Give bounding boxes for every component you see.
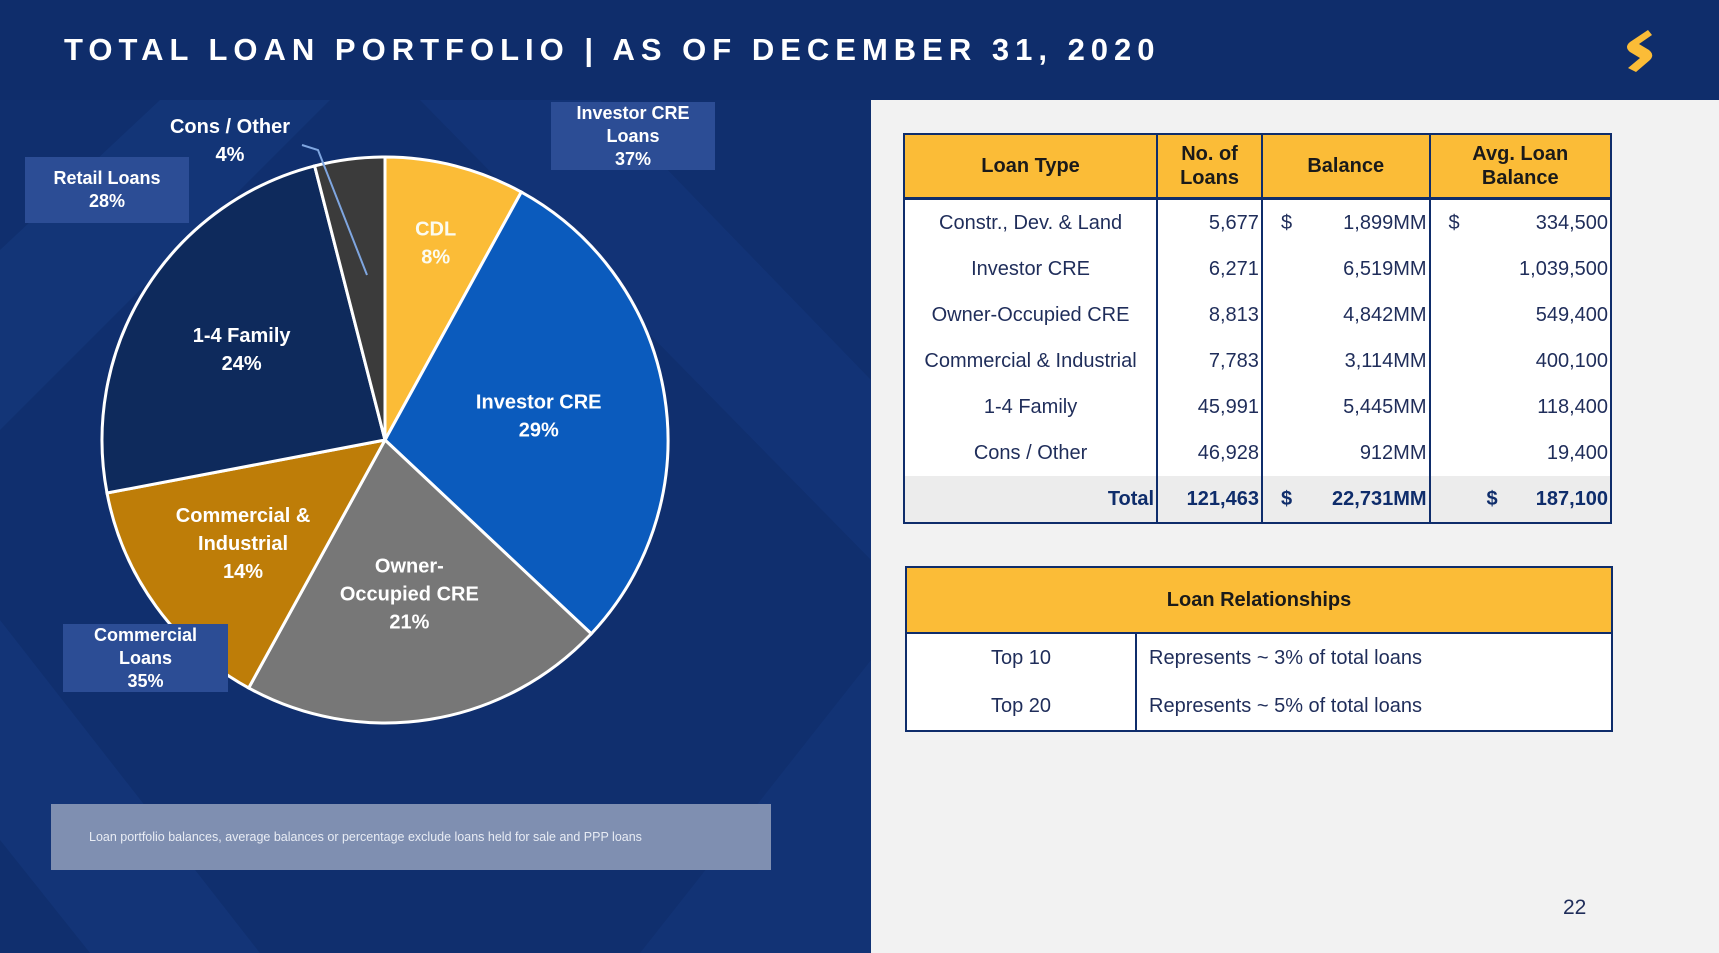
relationship-label: Top 20 bbox=[906, 682, 1137, 731]
table-row: Top 20 Represents ~ 5% of total loans bbox=[906, 682, 1612, 731]
loan-relationships-table: Loan Relationships Top 10 Represents ~ 3… bbox=[905, 566, 1613, 732]
avg-balance-value: 334,500 bbox=[1535, 211, 1608, 234]
total-label: Total bbox=[904, 476, 1159, 523]
currency-symbol: $ bbox=[1280, 211, 1293, 234]
header-avg-loan-balance: Avg. Loan Balance bbox=[1428, 133, 1613, 200]
relationships-title: Loan Relationships bbox=[906, 567, 1612, 634]
pie-label-owner-occupied-cre: 21% bbox=[389, 612, 429, 634]
loan-count-cell: 6,271 bbox=[1156, 246, 1263, 292]
avg-balance-cell: 549,400 bbox=[1428, 292, 1613, 338]
page-number: 22 bbox=[1563, 896, 1587, 919]
currency-symbol: $ bbox=[1280, 487, 1293, 510]
header-balance: Balance bbox=[1260, 133, 1431, 200]
loan-type-cell: Owner-Occupied CRE bbox=[902, 292, 1159, 338]
balance-cell: 5,445MM bbox=[1260, 384, 1431, 430]
table-row: Top 10 Represents ~ 3% of total loans bbox=[906, 633, 1612, 682]
pie-label-cons-other: Cons / Other bbox=[170, 116, 290, 138]
loan-type-cell: Cons / Other bbox=[902, 430, 1159, 476]
relationship-label: Top 10 bbox=[906, 633, 1137, 682]
pie-label-one-four-family: 1-4 Family bbox=[193, 325, 292, 347]
loan-type-cell: Constr., Dev. & Land bbox=[902, 198, 1159, 246]
total-avg-cell: $187,100 bbox=[1428, 476, 1613, 523]
header-no-of-loans: No. of Loans bbox=[1156, 133, 1263, 200]
avg-balance-cell: $334,500 bbox=[1428, 198, 1613, 246]
pie-label-investor-cre: 29% bbox=[519, 420, 559, 442]
footnote: Loan portfolio balances, average balance… bbox=[51, 804, 771, 870]
investor-cre-loans-pct: 37% bbox=[614, 148, 652, 169]
loan-count-cell: 45,991 bbox=[1156, 384, 1263, 430]
table-row: Investor CRE 6,271 6,519MM 1,039,500 bbox=[902, 246, 1613, 292]
leader-line bbox=[301, 144, 368, 276]
retail-loans-callout: Retail Loans 28% bbox=[25, 157, 189, 223]
table-total-row: Total 121,463 $22,731MM $187,100 bbox=[904, 476, 1613, 523]
pie-label-commercial-industrial: Industrial bbox=[198, 533, 288, 555]
pie-label-commercial-industrial: Commercial & bbox=[176, 505, 311, 527]
pie-slice-investor-cre bbox=[383, 189, 670, 636]
avg-balance-cell: 118,400 bbox=[1428, 384, 1613, 430]
balance-value: 1,899MM bbox=[1343, 211, 1427, 234]
loan-type-cell: Investor CRE bbox=[902, 246, 1159, 292]
pie-slice-cons-other bbox=[312, 155, 387, 441]
commercial-loans-label: Commercial bbox=[93, 624, 198, 645]
retail-loans-label: Retail Loans bbox=[53, 168, 161, 188]
total-balance: 22,731MM bbox=[1332, 487, 1427, 510]
pie-label-investor-cre: Investor CRE bbox=[476, 392, 602, 414]
pie-label-cdl: CDL bbox=[415, 219, 456, 241]
loan-count-cell: 5,677 bbox=[1156, 198, 1263, 246]
commercial-loans-pct: 35% bbox=[127, 670, 164, 691]
loan-type-cell: 1-4 Family bbox=[902, 384, 1159, 430]
avg-balance-cell: 1,039,500 bbox=[1428, 246, 1613, 292]
balance-cell: 3,114MM bbox=[1260, 338, 1431, 384]
table-row: Cons / Other 46,928 912MM 19,400 bbox=[902, 430, 1613, 476]
loan-portfolio-table: Loan Type No. of Loans Balance Avg. Loan… bbox=[902, 133, 1613, 524]
pie-label-cdl: 8% bbox=[421, 247, 450, 269]
table-row: Constr., Dev. & Land 5,677 $1,899MM $334… bbox=[902, 198, 1613, 246]
table-row: Owner-Occupied CRE 8,813 4,842MM 549,400 bbox=[902, 292, 1613, 338]
relationship-value: Represents ~ 3% of total loans bbox=[1136, 633, 1612, 682]
table-header-row: Loan Type No. of Loans Balance Avg. Loan… bbox=[902, 133, 1613, 200]
retail-loans-pct: 28% bbox=[88, 191, 126, 211]
loan-count-cell: 8,813 bbox=[1156, 292, 1263, 338]
pie-slice-owner-occupied-cre bbox=[246, 437, 594, 725]
investor-cre-loans-label: Investor CRE bbox=[576, 102, 690, 123]
total-avg: 187,100 bbox=[1535, 487, 1608, 510]
loan-count-cell: 46,928 bbox=[1156, 430, 1263, 476]
page-title: TOTAL LOAN PORTFOLIO | AS OF DECEMBER 31… bbox=[64, 32, 1161, 67]
balance-cell: $1,899MM bbox=[1260, 198, 1431, 246]
pie-label-one-four-family: 24% bbox=[222, 353, 262, 375]
balance-cell: 4,842MM bbox=[1260, 292, 1431, 338]
total-count: 121,463 bbox=[1156, 476, 1263, 523]
currency-symbol: $ bbox=[1486, 487, 1498, 510]
header-bar: TOTAL LOAN PORTFOLIO | AS OF DECEMBER 31… bbox=[0, 0, 1719, 100]
table-row: Commercial & Industrial 7,783 3,114MM 40… bbox=[902, 338, 1613, 384]
company-logo-icon bbox=[1627, 30, 1653, 72]
loan-count-cell: 7,783 bbox=[1156, 338, 1263, 384]
currency-symbol: $ bbox=[1448, 211, 1460, 234]
investor-cre-loans-label-2: Loans bbox=[606, 125, 660, 146]
pie-slice-one-four-family bbox=[100, 164, 387, 495]
total-balance-cell: $22,731MM bbox=[1260, 476, 1431, 523]
header-loan-type: Loan Type bbox=[902, 133, 1159, 200]
commercial-loans-label-2: Loans bbox=[118, 647, 172, 668]
pie-label-cons-other: 4% bbox=[216, 144, 245, 166]
avg-balance-cell: 19,400 bbox=[1428, 430, 1613, 476]
pie-slice-cdl bbox=[383, 155, 524, 441]
pie-label-commercial-industrial: 14% bbox=[223, 561, 263, 583]
investor-cre-loans-callout: Investor CRE Loans 37% bbox=[551, 102, 715, 170]
avg-balance-cell: 400,100 bbox=[1428, 338, 1613, 384]
table-row: 1-4 Family 45,991 5,445MM 118,400 bbox=[902, 384, 1613, 430]
pie-label-owner-occupied-cre: Owner- bbox=[375, 556, 444, 578]
pie-label-owner-occupied-cre: Occupied CRE bbox=[340, 584, 479, 606]
pie-chart: CDL 8% Investor CRE 29% Owner- Occupied CRE 21… bbox=[100, 116, 670, 725]
balance-cell: 6,519MM bbox=[1260, 246, 1431, 292]
chart-panel: CDL 8% Investor CRE 29% Owner- Occupied CRE 21… bbox=[0, 100, 871, 953]
loan-type-cell: Commercial & Industrial bbox=[902, 338, 1159, 384]
relationship-value: Represents ~ 5% of total loans bbox=[1136, 682, 1612, 731]
balance-cell: 912MM bbox=[1260, 430, 1431, 476]
commercial-loans-callout: Commercial Loans 35% bbox=[63, 624, 228, 692]
